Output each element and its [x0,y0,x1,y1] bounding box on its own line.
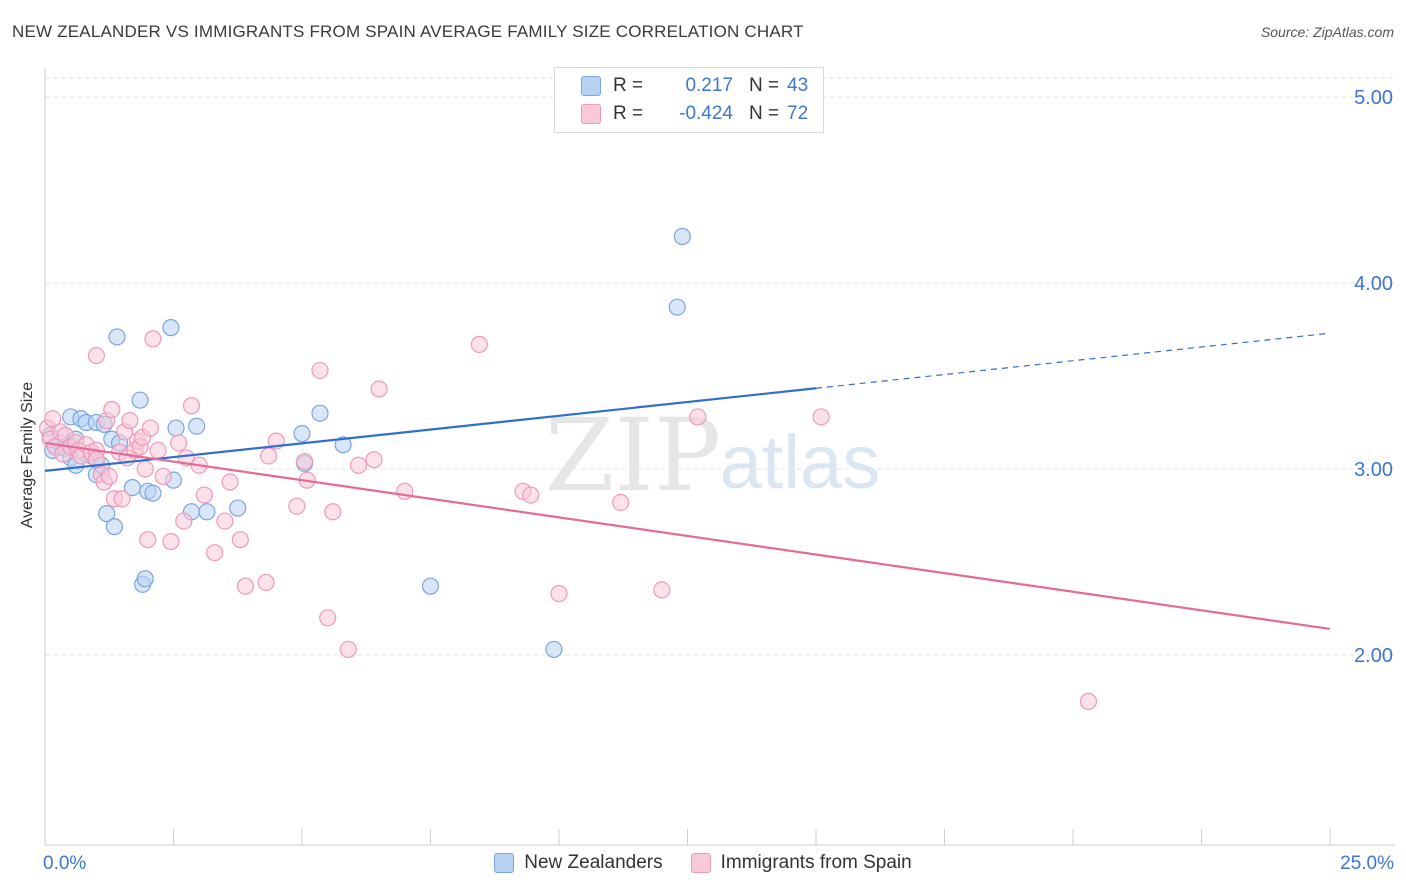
point-immigrants-from-spain [550,585,568,603]
n-value: 72 [787,103,809,124]
point-immigrants-from-spain [689,408,707,426]
trendline-immigrants-from-spain [44,441,1331,631]
point-immigrants-from-spain [231,531,249,549]
point-new-zealanders [311,404,329,422]
legend-swatch-new-zealanders [494,853,515,873]
point-immigrants-from-spain [221,473,239,491]
point-new-zealanders [229,499,247,517]
watermark: ZIP atlas [545,397,880,514]
point-immigrants-from-spain [121,412,139,430]
n-label: N = [749,75,780,96]
point-new-zealanders [668,298,686,316]
point-immigrants-from-spain [44,410,62,428]
n-value: 43 [787,75,809,96]
r-value: 0.217 [685,75,733,96]
point-immigrants-from-spain [175,512,193,530]
point-immigrants-from-spain [144,330,162,348]
y-tick-label: 5.00 [1354,87,1393,109]
series-legend: New Zealanders Immigrants from Spain [0,852,1406,874]
point-immigrants-from-spain [206,544,224,562]
point-new-zealanders [108,328,126,346]
point-new-zealanders [188,417,206,435]
point-immigrants-from-spain [311,361,329,380]
point-immigrants-from-spain [195,486,213,504]
legend-item-immigrants-from-spain[interactable]: Immigrants from Spain [690,852,912,874]
point-immigrants-from-spain [319,609,337,627]
stats-row-immigrants-from-spain: R = -0.424 N = 72 [581,101,808,127]
point-immigrants-from-spain [216,512,234,530]
point-immigrants-from-spain [370,380,388,398]
x-tick-label-min: 0.0% [43,853,86,874]
swatch-immigrants-from-spain [581,104,601,124]
point-immigrants-from-spain [170,434,188,452]
r-label: R = [613,103,644,124]
legend-item-new-zealanders[interactable]: New Zealanders [494,852,663,874]
point-immigrants-from-spain [257,573,275,592]
point-new-zealanders [136,570,154,588]
legend-label-immigrants-from-spain: Immigrants from Spain [720,852,912,873]
point-immigrants-from-spain [259,447,278,465]
point-immigrants-from-spain [349,456,368,474]
point-new-zealanders [98,505,116,523]
tick-labels-layer: 2.00 3.00 4.00 5.00 0.0% 25.0% [43,87,1394,874]
point-new-zealanders [198,503,216,521]
point-new-zealanders [334,436,352,454]
point-immigrants-from-spain [288,497,306,515]
stats-row-new-zealanders: R = 0.217 N = 43 [581,73,808,99]
point-immigrants-from-spain [612,493,630,512]
y-tick-label: 3.00 [1354,459,1393,481]
point-immigrants-from-spain [141,419,159,437]
point-immigrants-from-spain [236,577,255,595]
point-immigrants-from-spain [470,335,488,353]
point-immigrants-from-spain [154,467,172,486]
points-layer [38,227,1098,711]
point-immigrants-from-spain [103,400,121,419]
point-new-zealanders [421,577,440,595]
point-immigrants-from-spain [365,451,383,469]
point-new-zealanders [144,484,162,502]
watermark-atlas: atlas [720,420,881,505]
point-immigrants-from-spain [149,441,167,459]
point-immigrants-from-spain [113,490,131,508]
legend-label-new-zealanders: New Zealanders [524,852,663,873]
r-label: R = [613,75,644,96]
chart-title: NEW ZEALANDER VS IMMIGRANTS FROM SPAIN A… [12,22,804,41]
point-immigrants-from-spain [339,640,357,659]
point-immigrants-from-spain [1079,692,1098,711]
point-immigrants-from-spain [139,531,157,549]
point-immigrants-from-spain [324,503,342,521]
point-immigrants-from-spain [136,460,154,478]
point-new-zealanders [293,425,311,443]
point-immigrants-from-spain [812,408,830,426]
legend-swatch-immigrants-from-spain [690,853,711,873]
point-immigrants-from-spain [100,467,118,486]
trendline-new-zealanders-dashed [815,332,1331,389]
point-immigrants-from-spain [87,346,106,365]
point-immigrants-from-spain [522,486,540,504]
point-new-zealanders [673,227,691,246]
axes-layer [44,68,1395,846]
trend-layer [44,332,1331,631]
y-tick-label: 4.00 [1354,273,1393,295]
point-new-zealanders [131,391,149,409]
source-credit: Source: ZipAtlas.com [1260,24,1394,40]
n-label: N = [749,103,780,124]
stats-legend: R = 0.217 N = 43 R = -0.424 N = 72 [554,67,824,133]
y-tick-label: 2.00 [1354,645,1393,667]
point-new-zealanders [105,518,123,536]
point-immigrants-from-spain [162,532,180,551]
point-new-zealanders [167,419,185,437]
r-value: -0.424 [679,103,733,124]
point-immigrants-from-spain [182,397,201,415]
grid-layer [45,77,1395,656]
point-new-zealanders [162,319,180,337]
point-new-zealanders [545,640,563,659]
trendline-new-zealanders [44,387,817,472]
point-immigrants-from-spain [295,452,314,471]
x-tick-label-max: 25.0% [1340,853,1394,874]
swatch-new-zealanders [581,76,601,96]
point-immigrants-from-spain [653,581,671,599]
